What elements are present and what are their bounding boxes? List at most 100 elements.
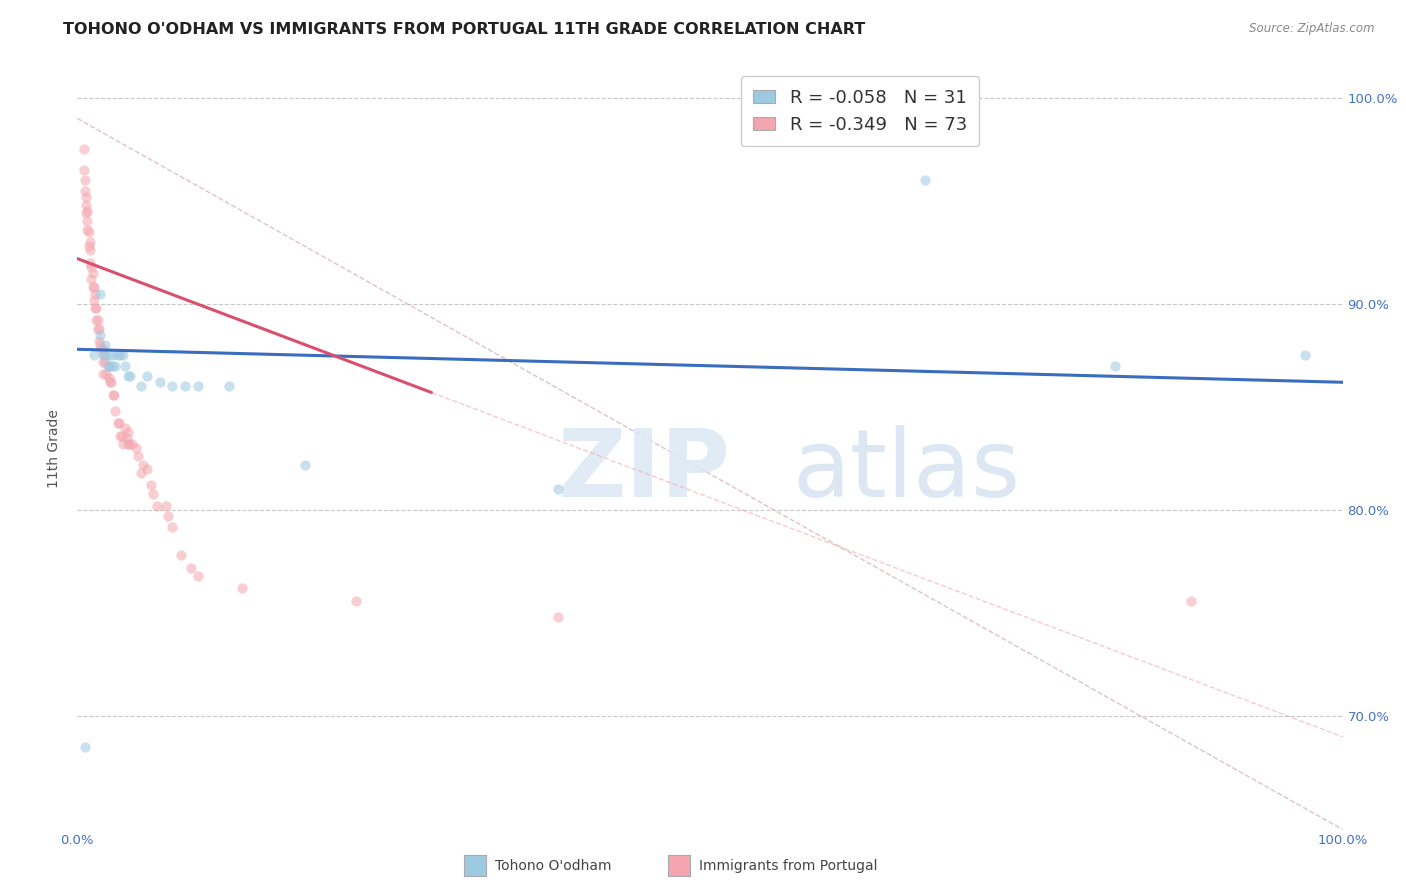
Point [132, 458, 155, 472]
Text: Tohono O'odham: Tohono O'odham [495, 859, 612, 873]
Point [96, 367, 118, 381]
Point [108, 417, 131, 431]
Point [101, 387, 124, 401]
Point [139, 478, 162, 492]
Point [84, 286, 107, 301]
Point [77, 225, 100, 239]
Point [136, 462, 159, 476]
Point [174, 379, 197, 393]
Point [86, 321, 108, 335]
Point [87, 334, 110, 348]
Point [87, 321, 110, 335]
Point [79, 256, 101, 270]
Point [79, 235, 101, 249]
Point [75, 190, 97, 204]
Point [136, 369, 159, 384]
Point [180, 561, 202, 575]
Point [82, 280, 104, 294]
Point [83, 280, 105, 294]
Point [149, 376, 172, 390]
Point [73, 142, 96, 156]
Point [97, 359, 120, 373]
Point [170, 549, 193, 563]
Point [124, 442, 146, 455]
Point [86, 313, 108, 327]
Point [89, 286, 111, 301]
Point [91, 354, 114, 368]
Point [117, 425, 139, 439]
Point [157, 509, 180, 524]
Text: atlas: atlas [793, 425, 1021, 517]
Point [111, 349, 134, 363]
Point [91, 343, 114, 357]
Point [76, 214, 98, 228]
Point [1294, 349, 1316, 363]
Point [80, 260, 103, 274]
Point [115, 431, 138, 445]
Point [91, 367, 114, 381]
Point [111, 429, 132, 443]
Point [129, 466, 152, 480]
Point [98, 371, 120, 385]
Point [83, 349, 105, 363]
Point [73, 163, 96, 178]
Point [104, 404, 127, 418]
Point [101, 349, 124, 363]
Point [89, 338, 111, 352]
Point [89, 327, 111, 342]
Point [84, 301, 107, 315]
Point [98, 359, 121, 373]
Point [75, 206, 97, 220]
Point [86, 301, 108, 315]
Point [155, 499, 177, 513]
Text: ZIP: ZIP [558, 425, 731, 517]
Point [117, 369, 139, 384]
Point [101, 359, 124, 373]
Point [162, 379, 183, 393]
Point [91, 349, 114, 363]
Point [186, 379, 209, 393]
Point [80, 272, 103, 286]
Point [186, 569, 209, 583]
Point [94, 354, 117, 368]
Point [73, 184, 96, 198]
Point [114, 420, 136, 434]
Text: Immigrants from Portugal: Immigrants from Portugal [699, 859, 877, 873]
Point [117, 437, 139, 451]
Point [107, 349, 129, 363]
Text: TOHONO O'ODHAM VS IMMIGRANTS FROM PORTUGAL 11TH GRADE CORRELATION CHART: TOHONO O'ODHAM VS IMMIGRANTS FROM PORTUG… [63, 22, 866, 37]
Point [94, 349, 117, 363]
Point [94, 338, 117, 352]
Point [83, 293, 105, 307]
Point [142, 486, 165, 500]
Point [1104, 359, 1126, 373]
Point [344, 594, 367, 608]
Point [110, 429, 132, 443]
Point [110, 349, 132, 363]
Point [90, 343, 112, 357]
Point [76, 204, 98, 219]
Point [76, 223, 98, 237]
Point [98, 349, 121, 363]
Point [98, 376, 121, 390]
Point [103, 387, 125, 401]
Point [120, 369, 142, 384]
Point [73, 740, 96, 755]
Point [86, 313, 108, 327]
Y-axis label: 11th Grade: 11th Grade [48, 409, 62, 488]
Point [114, 359, 136, 373]
Point [79, 244, 101, 258]
Point [118, 437, 141, 451]
Point [77, 239, 100, 253]
Point [914, 173, 936, 187]
Point [127, 450, 149, 464]
Point [121, 437, 143, 451]
Point [231, 582, 253, 596]
Point [98, 359, 120, 373]
Point [547, 610, 569, 624]
Point [146, 499, 169, 513]
Point [93, 349, 115, 363]
Point [100, 376, 122, 390]
Point [547, 483, 569, 497]
Point [73, 173, 96, 187]
